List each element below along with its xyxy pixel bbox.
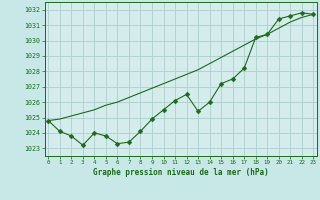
X-axis label: Graphe pression niveau de la mer (hPa): Graphe pression niveau de la mer (hPa) xyxy=(93,168,269,177)
